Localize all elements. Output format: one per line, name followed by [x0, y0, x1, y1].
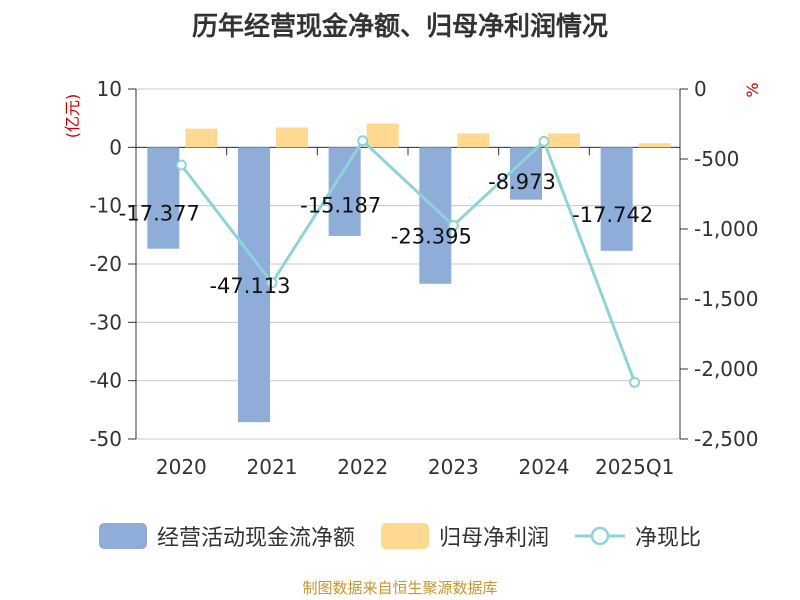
x-tick-label: 2020	[156, 455, 207, 479]
bar-value-label: -17.377	[119, 202, 200, 226]
ratio-point	[629, 376, 641, 388]
left-tick-label: 0	[109, 135, 122, 159]
source-note: 制图数据来自恒生聚源数据库	[302, 579, 498, 597]
labels: -17.377 -47.113 -15.187 -23.395 -8.973 -17.74…	[119, 170, 653, 298]
bar-profit	[366, 123, 399, 148]
x-tick-label: 2025Q1	[595, 455, 674, 479]
x-tick-label: 2022	[337, 455, 388, 479]
ratio-point	[447, 220, 459, 231]
legend: 经营活动现金流净额 归母净利润 净现比	[0, 516, 800, 556]
left-tick-label: -30	[89, 310, 122, 334]
right-tick-label: -2,500	[694, 427, 758, 451]
left-tick-label: -50	[89, 427, 122, 451]
x-tick-label: 2024	[519, 455, 570, 479]
ratio-polyline	[180, 138, 637, 383]
legend-swatch-profit	[380, 523, 429, 549]
ratio-point	[266, 277, 278, 289]
ratio-line	[175, 135, 641, 388]
legend-label-profit: 归母净利润	[438, 526, 549, 551]
bar-value-label: -8.973	[488, 170, 556, 194]
bar-profit	[185, 128, 218, 148]
ratio-point	[538, 135, 550, 147]
x-tick-label: 2023	[428, 455, 479, 479]
legend-label-cashflow: 经营活动现金流净额	[156, 526, 355, 551]
left-tick-label: -10	[89, 194, 122, 218]
right-tick-label: 0	[694, 77, 707, 101]
bar-cashflow	[419, 147, 452, 284]
bar-value-label: -47.113	[209, 274, 290, 298]
right-tick-label: -500	[694, 147, 739, 171]
bar-cashflow	[328, 147, 361, 236]
bar-cashflow	[238, 147, 270, 423]
bar-value-label: -15.187	[300, 193, 381, 217]
bars	[147, 123, 671, 423]
bar-profit	[548, 133, 580, 148]
legend-swatch-ratio	[575, 526, 625, 546]
ratio-point	[175, 159, 187, 171]
x-tick-label: 2021	[247, 455, 298, 479]
legend-swatch-cashflow	[98, 523, 147, 549]
bar-cashflow	[147, 147, 180, 249]
left-tick-label: -40	[89, 369, 122, 393]
right-unit-label: %	[743, 82, 762, 97]
right-tick-label: -1,000	[694, 217, 758, 241]
legend-item-profit[interactable]: 归母净利润	[380, 520, 549, 552]
bar-value-label: -23.395	[391, 224, 472, 248]
legend-item-ratio[interactable]: 净现比	[575, 520, 701, 552]
bar-value-label: -17.742	[572, 203, 653, 227]
bar-cashflow	[600, 147, 633, 251]
legend-item-cashflow[interactable]: 经营活动现金流净额	[98, 520, 355, 552]
left-tick-label: 10	[97, 77, 122, 101]
axes: 100-10-20-30-40-500-500-1,000-1,500-2,00…	[63, 77, 762, 479]
bar-profit	[457, 133, 490, 148]
right-tick-label: -1,500	[694, 287, 758, 311]
chart-canvas: 100-10-20-30-40-500-500-1,000-1,500-2,00…	[63, 77, 762, 479]
chart-title: 历年经营现金净额、归母净利润情况	[191, 12, 608, 42]
right-tick-label: -2,000	[694, 357, 758, 381]
grid-lines	[136, 88, 680, 440]
left-tick-label: -20	[89, 252, 122, 276]
left-unit-label: (亿元)	[63, 94, 82, 139]
legend-label-ratio: 净现比	[635, 526, 702, 551]
bar-profit	[276, 127, 308, 148]
ratio-point	[357, 135, 369, 147]
bar-profit	[638, 143, 671, 148]
